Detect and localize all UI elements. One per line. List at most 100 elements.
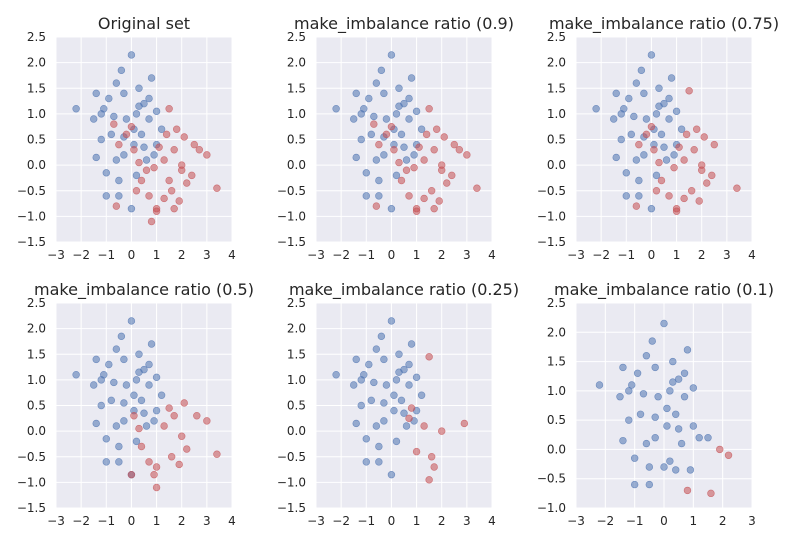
scatter-point-series-2 xyxy=(695,197,703,205)
scatter-point-series-2 xyxy=(130,412,138,420)
scatter-point-series-2 xyxy=(145,192,153,200)
scatter-point-series-1 xyxy=(619,436,627,445)
x-tick-label: 4 xyxy=(748,248,756,262)
subplot-1: −3 −2 −1 0 1 2 3 4 −1.5 −1.0 −0.5 0.0 0.5 1.0 1.5 2.0 2.… xyxy=(17,14,236,262)
scatter-point-series-1 xyxy=(622,192,630,200)
subplot-title: make_imbalance ratio (0.1) xyxy=(554,280,774,300)
scatter-point-series-2 xyxy=(448,171,456,180)
x-tick-label: 2 xyxy=(438,514,446,528)
scatter-point-series-1 xyxy=(375,442,383,451)
y-tick-label: 2.0 xyxy=(27,56,46,70)
scatter-point-series-1 xyxy=(372,156,381,164)
scatter-point-series-1 xyxy=(122,381,131,389)
scatter-point-series-1 xyxy=(417,391,426,399)
x-tick-label: −1 xyxy=(97,514,115,528)
scatter-point-series-1 xyxy=(395,102,403,110)
x-tick-label: −3 xyxy=(567,248,585,262)
scatter-point-series-2 xyxy=(115,140,123,149)
scatter-point-series-1 xyxy=(147,74,156,82)
scatter-point-series-1 xyxy=(652,110,661,118)
scatter-point-series-1 xyxy=(405,94,413,103)
scatter-point-series-1 xyxy=(72,371,80,379)
scatter-point-series-2 xyxy=(152,463,161,471)
scatter-point-series-2 xyxy=(675,143,683,151)
scatter-point-series-1 xyxy=(132,110,141,118)
scatter-point-series-2 xyxy=(412,204,421,213)
y-tick-label: 1.0 xyxy=(547,107,566,121)
scatter-point-series-1 xyxy=(689,422,698,430)
scatter-point-series-2 xyxy=(167,453,176,461)
x-tick-label: 0 xyxy=(648,248,656,262)
scatter-point-series-1 xyxy=(648,337,656,345)
scatter-point-series-1 xyxy=(666,457,674,465)
scatter-point-series-1 xyxy=(97,135,105,144)
y-tick-label: 0.0 xyxy=(287,158,306,172)
scatter-point-series-1 xyxy=(632,79,641,87)
scatter-point-series-1 xyxy=(372,79,381,87)
y-tick-label: 1.5 xyxy=(547,355,566,369)
x-tick-label: 1 xyxy=(673,248,681,262)
scatter-point-series-1 xyxy=(412,107,421,116)
scatter-point-series-1 xyxy=(390,406,398,415)
scatter-point-series-1 xyxy=(672,410,680,418)
scatter-point-series-1 xyxy=(120,89,128,98)
scatter-point-series-1 xyxy=(380,89,388,98)
y-tick-label: −1.5 xyxy=(277,501,306,515)
y-tick-label: −1.0 xyxy=(537,209,566,223)
scatter-point-series-2 xyxy=(178,432,186,440)
scatter-point-series-1 xyxy=(382,381,391,389)
subplot-title: make_imbalance ratio (0.5) xyxy=(34,280,254,300)
scatter-point-series-2 xyxy=(213,184,221,192)
scatter-point-series-1 xyxy=(110,378,118,387)
scatter-point-series-1 xyxy=(107,396,116,405)
scatter-point-series-1 xyxy=(92,419,100,428)
x-tick-label: −3 xyxy=(567,514,585,528)
scatter-point-series-1 xyxy=(405,381,413,389)
y-tick-label: 1.0 xyxy=(27,373,46,387)
y-tick-label: −1.5 xyxy=(277,235,306,249)
y-tick-label: 1.5 xyxy=(287,81,306,95)
scatter-point-series-2 xyxy=(183,179,191,187)
scatter-point-series-2 xyxy=(716,445,724,454)
scatter-point-series-1 xyxy=(395,368,403,376)
scatter-point-series-1 xyxy=(619,363,627,372)
scatter-point-series-2 xyxy=(183,445,191,453)
scatter-point-series-2 xyxy=(213,450,221,458)
scatter-point-series-1 xyxy=(655,102,663,110)
y-tick-label: 0.5 xyxy=(27,399,46,413)
scatter-point-series-2 xyxy=(655,158,663,167)
scatter-point-series-2 xyxy=(142,166,151,174)
scatter-point-series-1 xyxy=(135,102,143,110)
scatter-point-series-1 xyxy=(616,393,624,401)
scatter-point-series-1 xyxy=(617,135,625,144)
scatter-point-series-2 xyxy=(680,194,688,203)
scatter-point-series-2 xyxy=(167,187,176,195)
x-tick-label: 2 xyxy=(698,248,706,262)
scatter-point-series-2 xyxy=(375,140,383,149)
scatter-point-series-2 xyxy=(665,192,673,200)
scatter-point-series-2 xyxy=(402,166,411,174)
x-tick-label: 1 xyxy=(413,248,421,262)
scatter-point-series-2 xyxy=(407,404,416,412)
x-tick-label: 4 xyxy=(488,514,496,528)
y-tick-label: 1.0 xyxy=(27,107,46,121)
subplot-title: make_imbalance ratio (0.25) xyxy=(289,280,519,300)
scatter-point-series-1 xyxy=(72,105,80,113)
scatter-point-series-1 xyxy=(636,410,645,418)
scatter-point-series-2 xyxy=(150,163,158,172)
scatter-point-series-1 xyxy=(92,355,100,364)
scatter-point-series-1 xyxy=(400,143,408,151)
scatter-point-series-2 xyxy=(420,194,428,203)
scatter-point-series-1 xyxy=(360,105,368,113)
scatter-point-series-2 xyxy=(152,204,161,213)
scatter-point-series-1 xyxy=(637,66,646,75)
scatter-point-series-1 xyxy=(628,381,636,389)
scatter-point-series-2 xyxy=(435,197,443,205)
scatter-point-series-1 xyxy=(647,51,656,59)
scatter-point-series-1 xyxy=(127,317,136,325)
scatter-point-series-2 xyxy=(635,140,643,149)
scatter-point-series-1 xyxy=(365,94,373,103)
x-tick-label: 1 xyxy=(153,248,161,262)
x-tick-label: 2 xyxy=(719,514,727,528)
scatter-point-series-1 xyxy=(115,176,123,185)
